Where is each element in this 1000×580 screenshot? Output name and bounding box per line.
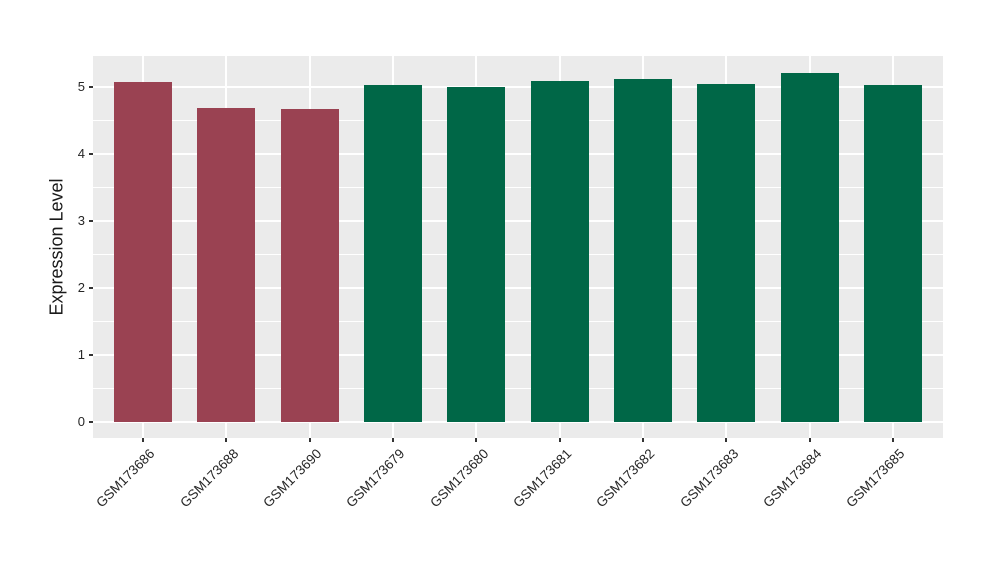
y-tick-label: 1 (77, 346, 85, 362)
x-tick-mark (558, 438, 561, 442)
h-gridline-major (93, 85, 943, 88)
y-tick-mark (89, 286, 93, 289)
y-tick-mark (89, 353, 93, 356)
h-gridline-minor (93, 253, 943, 255)
h-gridline-minor (93, 186, 943, 188)
x-tick-label: GSM173681 (510, 446, 575, 511)
x-tick-mark (392, 438, 394, 442)
bar-gsm173690 (280, 108, 339, 422)
x-tick-mark (642, 438, 644, 442)
x-tick-label: GSM173683 (676, 446, 741, 511)
x-tick-label: GSM173680 (426, 446, 491, 511)
bar-gsm173683 (697, 84, 756, 422)
y-tick-label: 4 (77, 145, 85, 161)
y-tick-label: 0 (77, 413, 85, 429)
x-tick-label: GSM173685 (843, 446, 908, 511)
x-tick-mark (725, 438, 728, 442)
x-tick-label: GSM173686 (93, 446, 158, 511)
bar-gsm173681 (530, 81, 589, 422)
bar-gsm173682 (613, 78, 673, 422)
bar-gsm173685 (863, 84, 923, 422)
h-gridline-minor (93, 119, 943, 121)
bar-gsm173684 (780, 73, 839, 422)
x-tick-mark (892, 438, 894, 442)
x-tick-label: GSM173682 (593, 446, 658, 511)
y-tick-mark (89, 219, 93, 222)
h-gridline-major (93, 152, 943, 155)
x-tick-mark (225, 438, 228, 442)
bar-gsm173688 (197, 107, 256, 422)
bar-gsm173680 (447, 86, 506, 422)
x-tick-mark (308, 438, 311, 442)
y-tick-label: 5 (77, 78, 85, 94)
y-tick-label: 3 (77, 212, 85, 228)
x-tick-label: GSM173688 (176, 446, 241, 511)
x-tick-label: GSM173690 (260, 446, 325, 511)
h-gridline-major (93, 420, 943, 423)
h-gridline-major (93, 286, 943, 289)
y-axis-title: Expression Level (46, 178, 67, 316)
x-tick-mark (142, 438, 144, 442)
x-tick-label: GSM173679 (343, 446, 408, 511)
y-tick-mark (89, 152, 93, 155)
y-tick-mark (89, 85, 93, 88)
x-tick-mark (475, 438, 478, 442)
h-gridline-minor (93, 387, 943, 389)
y-tick-label: 2 (77, 279, 85, 295)
h-gridline-major (93, 219, 943, 222)
y-tick-mark (89, 420, 93, 423)
bar-gsm173686 (113, 82, 173, 422)
x-tick-mark (808, 438, 811, 442)
h-gridline-minor (93, 320, 943, 322)
h-gridline-major (93, 353, 943, 356)
x-tick-label: GSM173684 (760, 446, 825, 511)
bar-gsm173679 (363, 85, 423, 422)
plot-panel (93, 56, 943, 438)
